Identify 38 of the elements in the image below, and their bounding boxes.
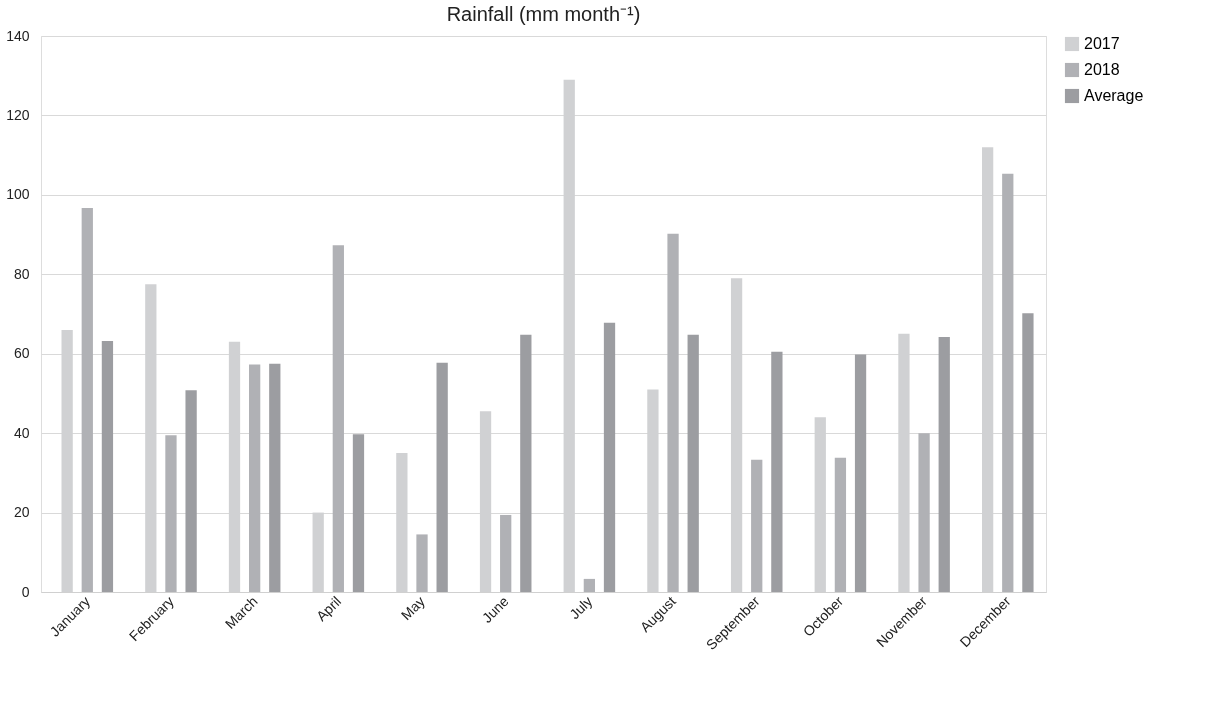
y-tick-label: 100 <box>6 186 30 203</box>
bar <box>165 435 177 592</box>
y-tick-label: 120 <box>6 106 30 123</box>
x-tick-label: May <box>397 593 428 624</box>
bar <box>500 514 512 592</box>
y-tick-label: 20 <box>13 504 30 521</box>
bar <box>687 334 699 592</box>
bar <box>854 354 867 592</box>
bar <box>918 433 930 592</box>
y-tick-label: 140 <box>6 27 30 44</box>
x-tick-label: July <box>566 593 596 623</box>
bar <box>81 207 93 592</box>
y-tick-label: 60 <box>13 345 30 362</box>
bar <box>603 322 616 592</box>
bar <box>436 362 448 592</box>
legend-label: 2018 <box>1084 61 1120 78</box>
bar <box>583 578 596 592</box>
bar <box>249 364 261 592</box>
bar <box>269 363 281 592</box>
bar <box>185 390 197 592</box>
y-tick-label: 80 <box>13 265 30 282</box>
bar <box>771 351 783 592</box>
bar <box>101 341 114 592</box>
bar <box>352 434 365 592</box>
bar <box>1022 313 1034 592</box>
chart-title: Rainfall (mm month⁻¹) <box>446 3 641 25</box>
legend-label: Average <box>1084 87 1144 104</box>
legend-label: 2017 <box>1084 35 1120 52</box>
y-tick-label: 40 <box>13 424 30 441</box>
bar <box>667 233 679 592</box>
bar <box>938 337 950 592</box>
bar <box>416 534 428 592</box>
bar <box>520 334 532 592</box>
y-tick-label: 0 <box>21 583 30 600</box>
bar <box>332 245 344 592</box>
bar <box>834 457 847 592</box>
bar <box>1002 173 1014 592</box>
bar <box>751 459 763 592</box>
